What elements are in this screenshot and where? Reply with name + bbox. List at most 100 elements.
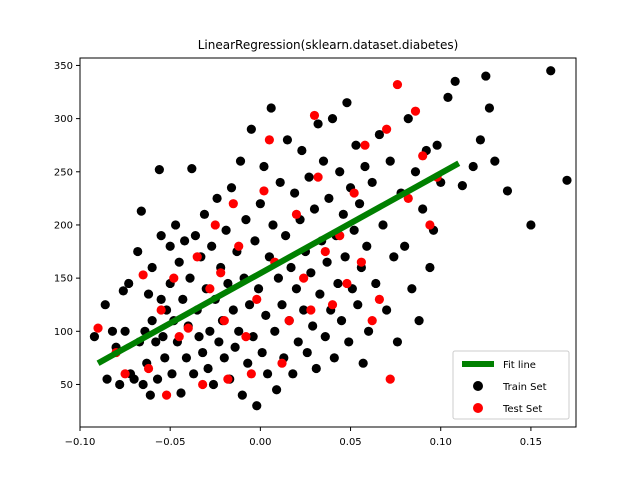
train-point — [349, 225, 359, 235]
train-point — [145, 390, 155, 400]
train-point — [374, 129, 385, 140]
train-point — [176, 388, 186, 398]
train-point — [133, 246, 143, 257]
legend-test-marker — [473, 403, 483, 413]
train-point — [115, 379, 125, 390]
train-point — [277, 300, 287, 310]
test-point — [259, 186, 269, 196]
y-tick-label: 200 — [54, 220, 73, 231]
train-point — [344, 337, 354, 347]
train-point — [299, 305, 309, 315]
test-point — [219, 316, 229, 326]
test-point — [252, 294, 262, 304]
train-point — [297, 145, 307, 156]
train-point — [187, 163, 197, 174]
y-tick-label: 300 — [54, 114, 73, 125]
train-point — [286, 262, 296, 273]
train-point — [371, 278, 381, 289]
test-point — [367, 316, 377, 326]
train-point — [235, 156, 246, 166]
train-point — [167, 369, 177, 379]
train-point — [275, 177, 285, 188]
train-point — [221, 225, 231, 235]
test-point — [327, 300, 338, 310]
train-point — [281, 230, 291, 241]
legend-test-label: Test Set — [502, 404, 542, 415]
train-point — [414, 316, 424, 326]
train-point — [250, 236, 260, 246]
train-point — [484, 103, 495, 113]
train-point — [309, 204, 320, 214]
y-tick-label: 350 — [54, 61, 73, 72]
test-point — [169, 273, 179, 283]
train-point — [315, 289, 325, 299]
train-point — [257, 347, 267, 358]
legend-fit-line-label: Fit line — [503, 360, 536, 371]
test-point — [216, 268, 226, 278]
train-point — [152, 374, 163, 384]
train-point — [118, 286, 128, 296]
train-point — [562, 175, 572, 185]
train-point — [450, 76, 460, 86]
y-tick-label: 50 — [60, 380, 73, 391]
train-point — [311, 363, 321, 374]
train-point — [261, 310, 271, 320]
train-point — [362, 241, 372, 251]
train-point — [354, 199, 365, 209]
test-point — [313, 172, 323, 182]
train-point — [253, 284, 264, 294]
test-point — [392, 79, 403, 90]
train-point — [443, 92, 453, 102]
train-point — [290, 188, 300, 198]
test-point — [360, 140, 370, 150]
train-point — [268, 220, 278, 230]
train-point — [259, 161, 269, 172]
train-point — [378, 220, 388, 230]
train-point — [304, 172, 314, 182]
train-point — [282, 135, 293, 145]
test-point — [138, 270, 148, 280]
train-point — [194, 332, 204, 342]
train-point — [241, 215, 251, 225]
train-point — [338, 209, 348, 219]
train-point — [226, 183, 237, 193]
train-point — [205, 326, 215, 336]
train-point — [468, 161, 478, 172]
train-point — [185, 273, 195, 283]
train-point — [308, 321, 318, 331]
test-point — [284, 316, 294, 326]
train-point — [212, 193, 222, 203]
legend: Fit line Train Set Test Set — [452, 350, 570, 420]
x-tick-label: 0.00 — [249, 437, 271, 448]
test-point — [192, 252, 202, 262]
test-point — [120, 369, 130, 379]
test-point — [309, 110, 320, 121]
train-point — [425, 262, 435, 273]
train-point — [342, 98, 352, 108]
x-tick-label: 0.15 — [520, 437, 542, 448]
train-point — [327, 114, 338, 124]
test-point — [349, 188, 359, 198]
test-point — [403, 193, 413, 203]
axes: −0.10 −0.05 0.00 0.05 0.10 0.15 50 100 150 200 250… — [54, 57, 577, 448]
train-point — [546, 66, 556, 76]
fit-line — [96, 160, 461, 366]
train-point — [165, 241, 175, 251]
train-point — [288, 369, 298, 379]
train-point — [230, 342, 240, 352]
train-point — [228, 305, 238, 315]
test-point — [93, 323, 103, 333]
train-point — [367, 177, 377, 188]
legend-train-label: Train Set — [502, 382, 547, 393]
train-point — [243, 358, 253, 368]
train-point — [129, 374, 139, 384]
test-point — [241, 332, 251, 342]
legend-box — [452, 350, 570, 420]
train-point — [151, 337, 161, 347]
train-point — [360, 161, 370, 172]
test-point — [374, 294, 385, 304]
test-point — [425, 220, 435, 230]
train-point — [271, 385, 282, 395]
